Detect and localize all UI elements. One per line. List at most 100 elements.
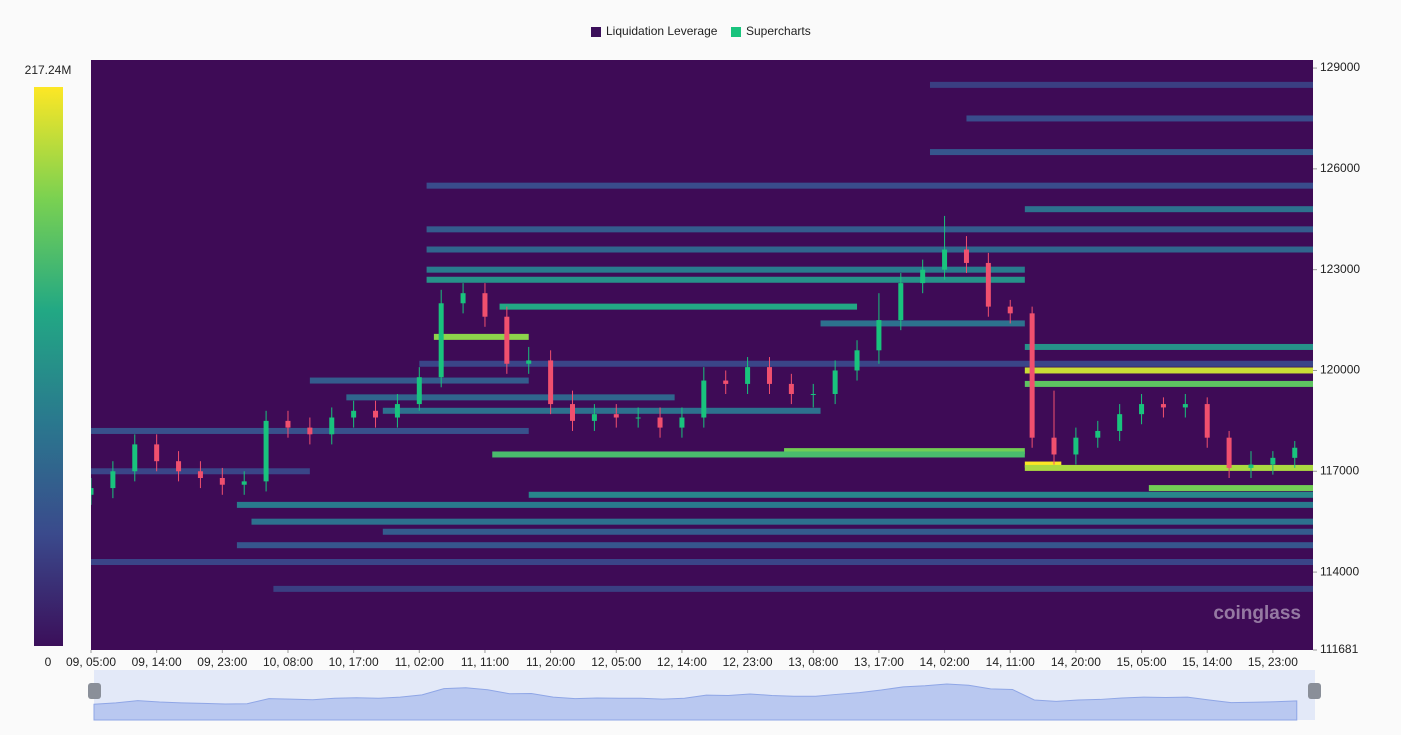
- candle-body: [788, 383, 794, 394]
- y-tick-label: 114000: [1320, 564, 1359, 578]
- candle-body: [394, 404, 400, 418]
- candle-body: [1292, 447, 1298, 458]
- heatmap-band: [426, 226, 1313, 233]
- heatmap-band: [966, 115, 1313, 122]
- heatmap-band: [1024, 380, 1313, 387]
- candle-body: [810, 393, 816, 395]
- x-tick-label: 15, 05:00: [1117, 655, 1167, 669]
- candle-body: [920, 269, 926, 284]
- heatmap-band: [1024, 343, 1313, 350]
- x-tick-label: 09, 23:00: [197, 655, 247, 669]
- heatmap-band: [1148, 485, 1313, 492]
- candle-body: [1007, 306, 1013, 314]
- candle-body: [1029, 313, 1035, 438]
- navigator-handle[interactable]: [88, 683, 101, 699]
- y-tick-label: 111681: [1320, 642, 1359, 656]
- candle-body: [460, 293, 466, 304]
- heatmap-band: [236, 542, 1313, 549]
- candle-body: [154, 444, 160, 462]
- x-tick-label: 14, 02:00: [920, 655, 970, 669]
- candle-body: [613, 414, 619, 418]
- y-tick-label: 129000: [1320, 60, 1360, 74]
- candle-body: [1117, 414, 1123, 431]
- heatmap-band: [382, 407, 821, 414]
- x-tick-label: 10, 08:00: [263, 655, 313, 669]
- heatmap-band: [273, 585, 1313, 592]
- colorbar-min-label: 0: [45, 655, 52, 669]
- heatmap-band: [419, 360, 1313, 367]
- candle-body: [985, 262, 991, 307]
- heatmap-band: [1024, 461, 1062, 468]
- x-tick-label: 09, 14:00: [132, 655, 182, 669]
- heatmap-band: [426, 276, 1025, 283]
- heatmap-band: [1024, 464, 1313, 471]
- legend-label[interactable]: Liquidation Leverage: [606, 24, 718, 38]
- x-tick-label: 09, 05:00: [66, 655, 116, 669]
- candle-body: [963, 249, 969, 263]
- candle-body: [1248, 464, 1254, 468]
- candle-body: [657, 417, 663, 428]
- heatmap-band: [929, 81, 1313, 88]
- candle-body: [373, 410, 379, 418]
- x-tick-label: 14, 20:00: [1051, 655, 1101, 669]
- heatmap-band: [426, 182, 1313, 189]
- candle-body: [504, 316, 510, 364]
- y-tick-label: 117000: [1320, 463, 1359, 477]
- candle-body: [329, 417, 335, 435]
- y-tick-label: 126000: [1320, 161, 1360, 175]
- heatmap-band: [236, 501, 1313, 508]
- candle-body: [1270, 457, 1276, 465]
- candle-body: [482, 293, 488, 317]
- legend-swatch[interactable]: [591, 27, 601, 37]
- x-tick-label: 11, 20:00: [526, 655, 575, 669]
- x-tick-label: 13, 17:00: [854, 655, 904, 669]
- x-tick-label: 14, 11:00: [986, 655, 1035, 669]
- candle-body: [416, 377, 422, 405]
- y-tick-label: 120000: [1320, 363, 1360, 377]
- heatmap-band: [528, 491, 1313, 498]
- candle-body: [1160, 404, 1166, 408]
- candle-body: [307, 427, 313, 435]
- plot-background: [91, 60, 1313, 650]
- colorbar: [34, 87, 63, 646]
- candle-body: [723, 380, 729, 384]
- x-tick-label: 12, 14:00: [657, 655, 707, 669]
- navigator-area: [93, 683, 1298, 721]
- candle-body: [1226, 437, 1232, 468]
- candle-body: [438, 303, 444, 378]
- candle-body: [766, 367, 772, 384]
- candle-body: [745, 367, 751, 384]
- candle-body: [1051, 437, 1057, 455]
- candle-body: [110, 471, 116, 489]
- x-tick-label: 13, 08:00: [788, 655, 838, 669]
- candle-body: [898, 283, 904, 321]
- heatmap-band: [433, 333, 529, 340]
- candle-body: [548, 360, 554, 405]
- candle-body: [635, 417, 641, 419]
- candle-body: [1095, 430, 1101, 438]
- y-tick-label: 123000: [1320, 262, 1360, 276]
- candle-body: [1204, 404, 1210, 438]
- candle-body: [876, 320, 882, 351]
- candle-body: [570, 404, 576, 421]
- candle-body: [1139, 404, 1145, 415]
- candle-body: [832, 370, 838, 394]
- navigator-handle[interactable]: [1308, 683, 1321, 699]
- candle-body: [285, 420, 291, 428]
- candle-body: [241, 481, 247, 485]
- candle-body: [132, 444, 138, 472]
- colorbar-max-label: 217.24M: [25, 63, 72, 77]
- x-tick-label: 15, 14:00: [1182, 655, 1232, 669]
- x-tick-label: 12, 05:00: [591, 655, 641, 669]
- legend-swatch[interactable]: [731, 27, 741, 37]
- heatmap-band: [1024, 367, 1313, 374]
- heatmap-band: [1024, 206, 1313, 213]
- x-tick-label: 10, 17:00: [329, 655, 379, 669]
- candle-body: [176, 461, 182, 472]
- candle-body: [701, 380, 707, 418]
- heatmap-band: [346, 394, 675, 401]
- candle-body: [219, 477, 225, 485]
- legend-label[interactable]: Supercharts: [746, 24, 811, 38]
- candle-body: [197, 471, 203, 478]
